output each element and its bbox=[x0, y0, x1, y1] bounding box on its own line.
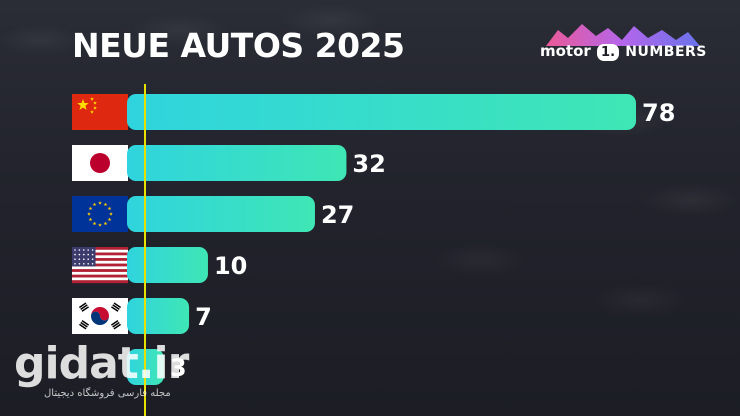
logo-brand-right: NUMBERS bbox=[625, 44, 707, 60]
value-label: 32 bbox=[352, 150, 385, 178]
motor1-numbers-logo: motor 1. NUMBERS bbox=[538, 22, 706, 66]
mountain-icon bbox=[546, 24, 700, 46]
bar-japan bbox=[127, 145, 347, 181]
japan-flag bbox=[72, 145, 128, 181]
bar-usa bbox=[127, 247, 208, 283]
logo-brand-left: motor bbox=[540, 42, 591, 60]
logo-text: motor 1. NUMBERS bbox=[540, 42, 707, 61]
bar-eu bbox=[127, 196, 315, 232]
value-label: 78 bbox=[642, 99, 675, 127]
value-label: 10 bbox=[214, 252, 247, 280]
watermark-logo: gidat.ir bbox=[14, 338, 189, 389]
flags-layer bbox=[72, 94, 128, 334]
value-label: 7 bbox=[195, 303, 212, 331]
logo-badge: 1. bbox=[597, 44, 620, 61]
bar-south-korea bbox=[127, 298, 190, 334]
usa-flag bbox=[72, 247, 128, 284]
value-label: 27 bbox=[321, 201, 354, 229]
watermark-subtitle: مجله فارسی فروشگاه دیجیتال bbox=[44, 388, 171, 399]
chart-title: NEUE AUTOS 2025 bbox=[72, 26, 405, 65]
value-label: 3 bbox=[170, 354, 187, 382]
south-korea-flag bbox=[72, 298, 128, 334]
bar-china bbox=[127, 94, 636, 130]
china-flag bbox=[72, 94, 128, 130]
eu-flag bbox=[72, 196, 128, 232]
